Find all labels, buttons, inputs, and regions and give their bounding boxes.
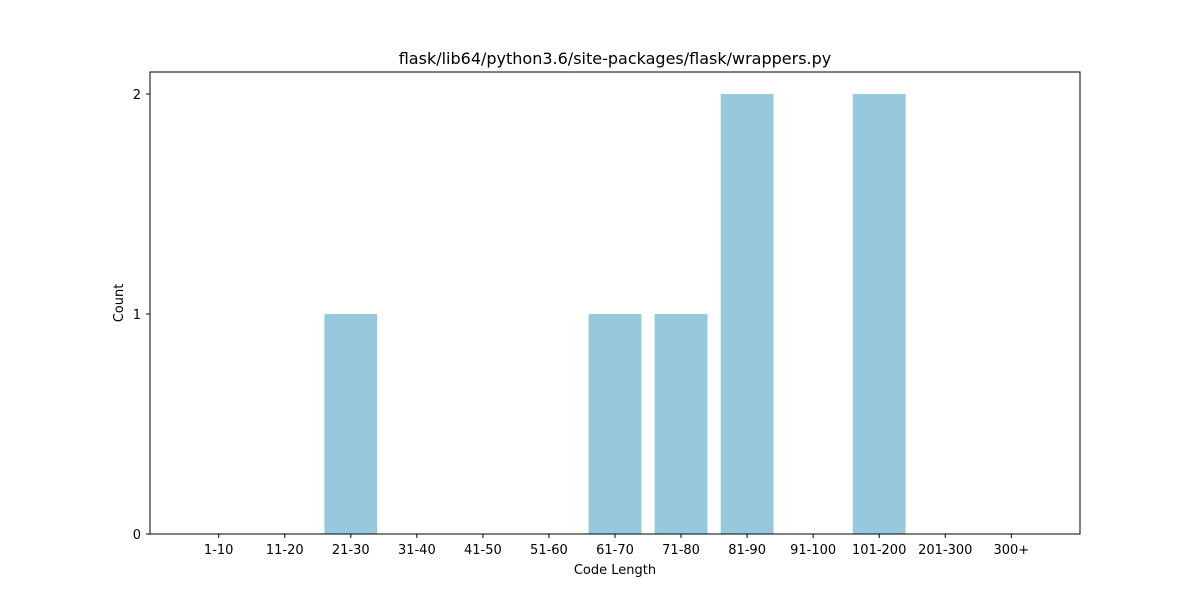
x-tick-label: 71-80 [662, 543, 700, 558]
bar-81-90 [720, 94, 774, 534]
bars-group [324, 94, 906, 534]
chart-title: flask/lib64/python3.6/site-packages/flas… [399, 49, 832, 68]
x-tick-label: 61-70 [596, 543, 634, 558]
x-tick-label: 91-100 [790, 543, 836, 558]
x-tick-label: 101-200 [852, 543, 906, 558]
x-tick-label: 21-30 [332, 543, 370, 558]
bar-21-30 [324, 314, 378, 534]
x-tick-label: 51-60 [530, 543, 568, 558]
bar-61-70 [588, 314, 642, 534]
y-tick-label: 2 [133, 88, 141, 103]
bar-101-200 [852, 94, 906, 534]
y-axis: 0 1 2 [133, 88, 150, 543]
x-axis: 1-10 11-20 21-30 31-40 41-50 51-60 61-70 71-80 8… [204, 534, 1029, 558]
x-tick-label: 41-50 [464, 543, 502, 558]
y-tick-label: 0 [133, 528, 141, 543]
y-axis-label: Count [112, 284, 127, 323]
x-tick-label: 31-40 [398, 543, 436, 558]
y-tick-label: 1 [133, 308, 141, 323]
x-tick-label: 81-90 [728, 543, 766, 558]
x-tick-label: 300+ [993, 543, 1029, 558]
x-tick-label: 201-300 [918, 543, 972, 558]
x-tick-label: 1-10 [204, 543, 234, 558]
x-axis-label: Code Length [574, 563, 656, 578]
bar-71-80 [654, 314, 708, 534]
x-tick-label: 11-20 [266, 543, 304, 558]
